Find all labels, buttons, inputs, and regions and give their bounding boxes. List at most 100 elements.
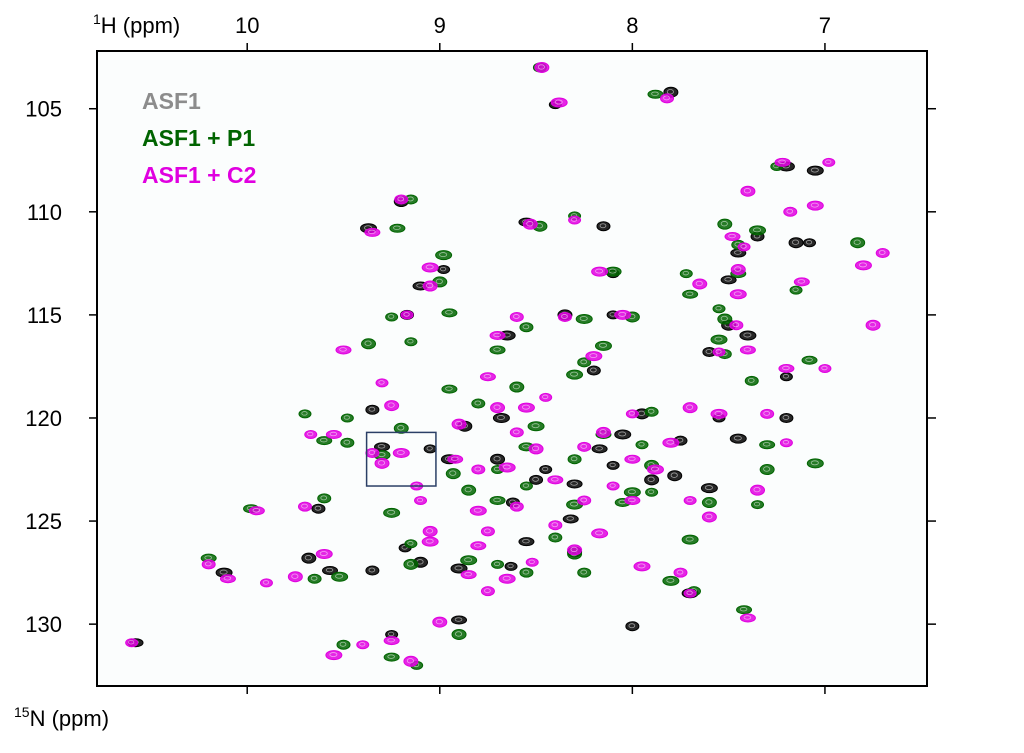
nmr-peak — [729, 289, 747, 300]
nmr-peak — [451, 628, 467, 640]
peak-contour-inner — [878, 250, 886, 255]
peak-contour-inner — [805, 240, 813, 245]
nmr-peak — [818, 364, 832, 373]
peak-contour-outer — [818, 364, 832, 373]
peak-contour-inner — [387, 637, 395, 643]
peak-contour-outer — [316, 436, 333, 446]
peak-contour-inner — [628, 456, 636, 461]
peak-contour-inner — [786, 208, 794, 214]
peak-contour-inner — [599, 223, 607, 229]
nmr-peak — [577, 357, 592, 368]
nmr-peak — [364, 227, 381, 237]
peak-contour-outer — [125, 638, 139, 648]
nmr-peak — [414, 495, 428, 505]
peak-contour-outer — [385, 312, 399, 322]
peak-contour-outer — [682, 402, 698, 414]
nmr-peak — [441, 308, 458, 318]
peak-contour-inner — [734, 266, 742, 272]
peak-contour-inner — [666, 439, 675, 445]
peak-contour-inner — [695, 280, 703, 287]
nmr-peak — [567, 454, 582, 465]
nmr-peak — [509, 427, 524, 438]
nmr-peak — [525, 557, 539, 567]
peak-contour-inner — [521, 404, 530, 410]
peak-contour-outer — [441, 384, 458, 394]
peak-contour-inner — [763, 466, 771, 472]
peak-contour-inner — [778, 159, 786, 165]
peak-contour-inner — [869, 322, 877, 328]
x-tick-label: 9 — [434, 13, 446, 38]
peak-contour-outer — [712, 304, 726, 314]
peak-contour-outer — [635, 440, 649, 450]
peak-contour-outer — [325, 429, 342, 439]
peak-contour-outer — [577, 357, 592, 368]
nmr-peak — [316, 436, 333, 446]
peak-contour-outer — [633, 561, 651, 572]
nmr-peak — [423, 444, 437, 454]
peak-contour-outer — [201, 559, 216, 570]
peak-contour-inner — [743, 347, 752, 352]
peak-contour-inner — [810, 167, 819, 173]
nmr-peak — [311, 503, 326, 514]
peak-contour-outer — [248, 506, 265, 516]
peak-contour-outer — [850, 237, 866, 249]
nmr-peak — [624, 495, 641, 505]
nmr-peak — [361, 338, 377, 350]
peak-contour-outer — [566, 369, 584, 380]
nmr-peak — [624, 454, 641, 464]
x-axis-label-superscript: 1 — [93, 11, 101, 27]
peak-contour-outer — [383, 636, 400, 646]
peak-contour-outer — [383, 507, 401, 518]
peak-contour-inner — [628, 411, 635, 416]
peak-contour-inner — [377, 444, 386, 449]
nmr-peak — [219, 574, 236, 584]
nmr-peak — [717, 218, 733, 230]
peak-contour-outer — [557, 311, 572, 322]
peak-contour-inner — [512, 314, 520, 319]
peak-contour-outer — [389, 223, 406, 233]
peak-contour-inner — [396, 450, 405, 455]
peak-contour-inner — [720, 315, 728, 322]
nmr-peak — [720, 275, 737, 285]
peak-contour-inner — [522, 324, 530, 330]
peak-contour-outer — [701, 511, 717, 523]
peak-contour-inner — [637, 563, 646, 569]
peak-contour-inner — [496, 415, 505, 420]
peak-contour-inner — [792, 287, 799, 292]
peak-contour-inner — [810, 460, 819, 466]
nmr-peak — [681, 534, 699, 545]
nmr-peak — [779, 372, 793, 382]
peak-contour-inner — [753, 486, 761, 493]
peak-contour-outer — [403, 655, 419, 667]
nmr-peak — [647, 89, 664, 99]
nmr-peak — [489, 331, 506, 341]
nmr-peak — [403, 194, 418, 205]
peak-contour-inner — [387, 402, 395, 408]
nmr-peak — [340, 413, 354, 423]
peak-contour-outer — [562, 514, 579, 524]
nmr-peak — [317, 493, 332, 504]
nmr-peak — [389, 223, 406, 233]
peak-contour-inner — [762, 442, 771, 447]
nmr-peak — [806, 200, 824, 211]
peak-contour-outer — [594, 340, 612, 351]
x-tick-label: 7 — [819, 13, 831, 38]
nmr-peak — [806, 165, 824, 176]
nmr-peak — [437, 265, 451, 275]
peak-contour-outer — [441, 308, 458, 318]
peak-contour-inner — [440, 266, 447, 272]
peak-contour-outer — [586, 365, 601, 376]
peak-contour-inner — [618, 431, 627, 437]
nmr-peak — [623, 487, 641, 498]
peak-contour-inner — [728, 233, 736, 239]
peak-contour-outer — [529, 474, 544, 485]
peak-contour-outer — [783, 206, 798, 217]
peak-contour-outer — [751, 500, 765, 510]
peak-contour-outer — [739, 345, 756, 355]
nmr-peak — [803, 238, 817, 248]
peak-contour-inner — [397, 425, 405, 431]
peak-contour-outer — [469, 505, 487, 516]
peak-contour-outer — [383, 652, 400, 662]
peak-contour-outer — [356, 640, 370, 650]
peak-layer — [125, 61, 890, 670]
